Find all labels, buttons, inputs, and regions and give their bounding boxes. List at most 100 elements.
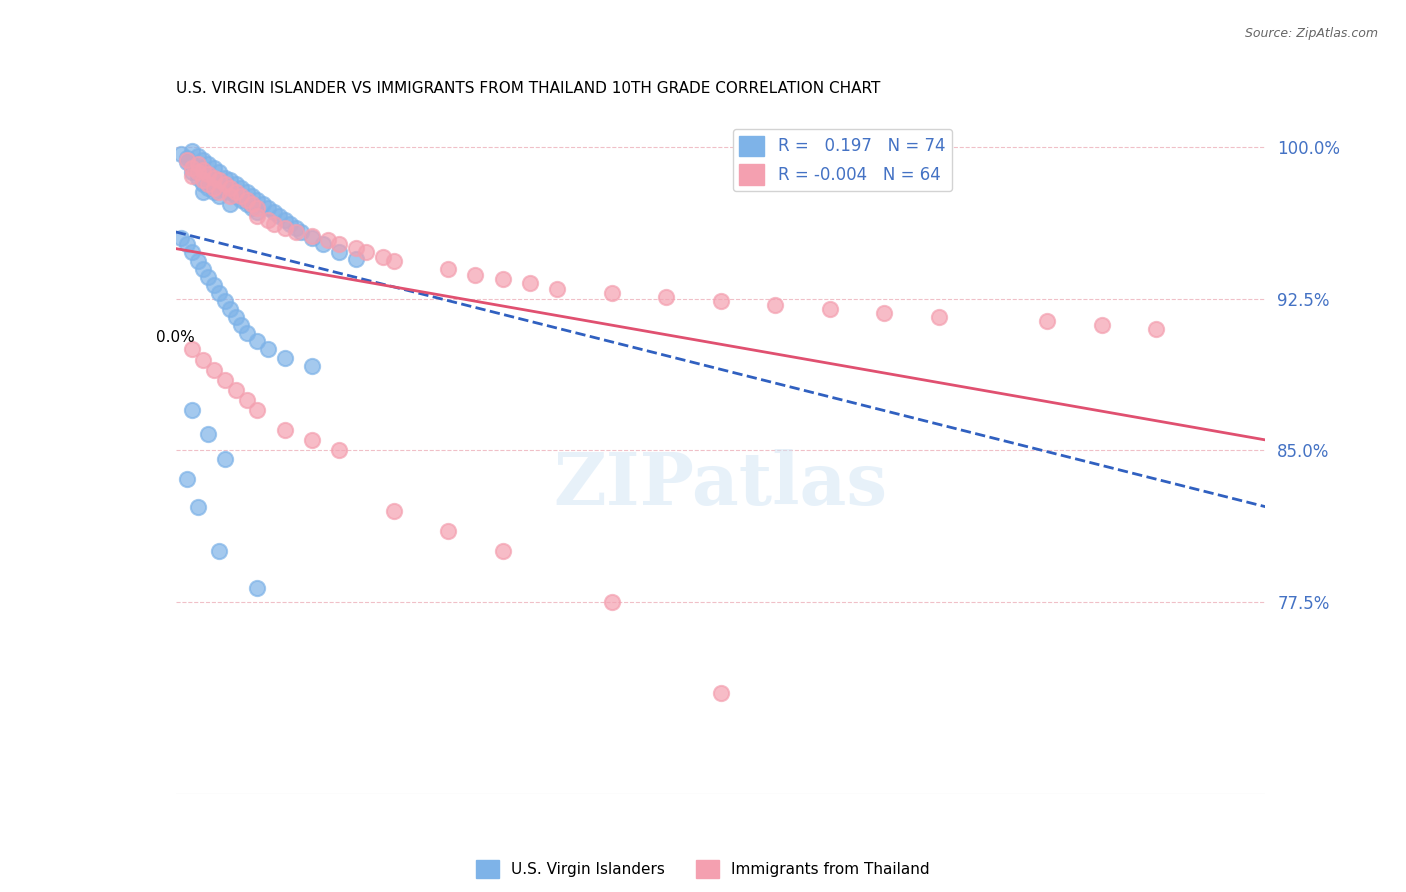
Immigrants from Thailand xyxy=(263,217,285,231)
Immigrants from Thailand xyxy=(186,156,209,170)
Immigrants from Thailand xyxy=(437,261,460,276)
Immigrants from Thailand xyxy=(1144,322,1167,336)
Immigrants from Thailand xyxy=(214,373,236,387)
U.S. Virgin Islanders xyxy=(240,189,263,203)
Immigrants from Thailand xyxy=(208,185,231,199)
U.S. Virgin Islanders xyxy=(202,173,225,187)
Immigrants from Thailand xyxy=(492,544,515,558)
U.S. Virgin Islanders xyxy=(231,318,253,333)
Immigrants from Thailand xyxy=(219,181,242,195)
U.S. Virgin Islanders xyxy=(263,205,285,219)
Immigrants from Thailand xyxy=(191,162,214,177)
U.S. Virgin Islanders xyxy=(269,209,291,223)
Immigrants from Thailand xyxy=(246,201,269,215)
Immigrants from Thailand xyxy=(344,242,367,256)
U.S. Virgin Islanders xyxy=(240,201,263,215)
Immigrants from Thailand xyxy=(219,189,242,203)
U.S. Virgin Islanders xyxy=(208,177,231,191)
Immigrants from Thailand xyxy=(600,595,623,609)
U.S. Virgin Islanders xyxy=(235,185,257,199)
U.S. Virgin Islanders xyxy=(181,145,204,159)
Immigrants from Thailand xyxy=(191,173,214,187)
Immigrants from Thailand xyxy=(873,306,896,320)
U.S. Virgin Islanders xyxy=(214,293,236,308)
U.S. Virgin Islanders xyxy=(191,164,214,178)
U.S. Virgin Islanders xyxy=(214,170,236,185)
U.S. Virgin Islanders xyxy=(197,269,219,284)
Immigrants from Thailand xyxy=(382,253,405,268)
U.S. Virgin Islanders xyxy=(246,334,269,349)
U.S. Virgin Islanders xyxy=(186,500,209,514)
Immigrants from Thailand xyxy=(1091,318,1114,333)
U.S. Virgin Islanders xyxy=(208,164,231,178)
Immigrants from Thailand xyxy=(274,423,297,437)
Immigrants from Thailand xyxy=(519,276,541,290)
U.S. Virgin Islanders xyxy=(186,161,209,175)
Immigrants from Thailand xyxy=(301,229,323,244)
Immigrants from Thailand xyxy=(655,290,678,304)
U.S. Virgin Islanders xyxy=(176,472,198,486)
U.S. Virgin Islanders xyxy=(328,245,350,260)
U.S. Virgin Islanders xyxy=(202,185,225,199)
Immigrants from Thailand xyxy=(301,434,323,448)
U.S. Virgin Islanders xyxy=(202,277,225,292)
U.S. Virgin Islanders xyxy=(284,221,307,235)
Immigrants from Thailand xyxy=(928,310,950,325)
U.S. Virgin Islanders xyxy=(290,225,312,239)
Immigrants from Thailand xyxy=(208,173,231,187)
Immigrants from Thailand xyxy=(246,403,269,417)
Immigrants from Thailand xyxy=(176,153,198,167)
U.S. Virgin Islanders xyxy=(344,252,367,266)
U.S. Virgin Islanders xyxy=(301,231,323,245)
Immigrants from Thailand xyxy=(257,213,280,227)
Immigrants from Thailand xyxy=(464,268,486,282)
U.S. Virgin Islanders xyxy=(214,451,236,466)
U.S. Virgin Islanders xyxy=(225,189,247,203)
U.S. Virgin Islanders xyxy=(170,146,193,161)
Immigrants from Thailand xyxy=(202,362,225,376)
Text: 0.0%: 0.0% xyxy=(156,330,195,345)
Immigrants from Thailand xyxy=(274,221,297,235)
U.S. Virgin Islanders xyxy=(191,185,214,199)
Immigrants from Thailand xyxy=(246,209,269,223)
U.S. Virgin Islanders xyxy=(274,351,297,365)
Immigrants from Thailand xyxy=(356,245,378,260)
U.S. Virgin Islanders xyxy=(208,285,231,300)
U.S. Virgin Islanders xyxy=(208,544,231,558)
U.S. Virgin Islanders xyxy=(197,427,219,442)
Legend: R =   0.197   N = 74, R = -0.004   N = 64: R = 0.197 N = 74, R = -0.004 N = 64 xyxy=(733,129,952,192)
Immigrants from Thailand xyxy=(235,193,257,207)
U.S. Virgin Islanders xyxy=(219,173,242,187)
Immigrants from Thailand xyxy=(284,225,307,239)
Immigrants from Thailand xyxy=(600,285,623,300)
U.S. Virgin Islanders xyxy=(257,343,280,357)
U.S. Virgin Islanders xyxy=(181,403,204,417)
U.S. Virgin Islanders xyxy=(219,197,242,211)
Immigrants from Thailand xyxy=(763,298,786,312)
U.S. Virgin Islanders xyxy=(235,197,257,211)
U.S. Virgin Islanders xyxy=(176,151,198,165)
Immigrants from Thailand xyxy=(710,293,733,308)
U.S. Virgin Islanders xyxy=(278,217,301,231)
U.S. Virgin Islanders xyxy=(246,581,269,595)
U.S. Virgin Islanders xyxy=(186,170,209,185)
U.S. Virgin Islanders xyxy=(214,183,236,197)
Immigrants from Thailand xyxy=(181,343,204,357)
Immigrants from Thailand xyxy=(202,170,225,185)
U.S. Virgin Islanders xyxy=(197,169,219,183)
Immigrants from Thailand xyxy=(1036,314,1059,328)
U.S. Virgin Islanders xyxy=(219,185,242,199)
U.S. Virgin Islanders xyxy=(191,261,214,276)
U.S. Virgin Islanders xyxy=(170,231,193,245)
U.S. Virgin Islanders xyxy=(208,189,231,203)
Immigrants from Thailand xyxy=(318,233,340,247)
Immigrants from Thailand xyxy=(186,164,209,178)
U.S. Virgin Islanders xyxy=(231,193,253,207)
Immigrants from Thailand xyxy=(197,167,219,181)
U.S. Virgin Islanders xyxy=(191,153,214,167)
U.S. Virgin Islanders xyxy=(181,164,204,178)
U.S. Virgin Islanders xyxy=(197,156,219,170)
Immigrants from Thailand xyxy=(191,352,214,367)
Immigrants from Thailand xyxy=(371,250,394,264)
U.S. Virgin Islanders xyxy=(219,301,242,316)
